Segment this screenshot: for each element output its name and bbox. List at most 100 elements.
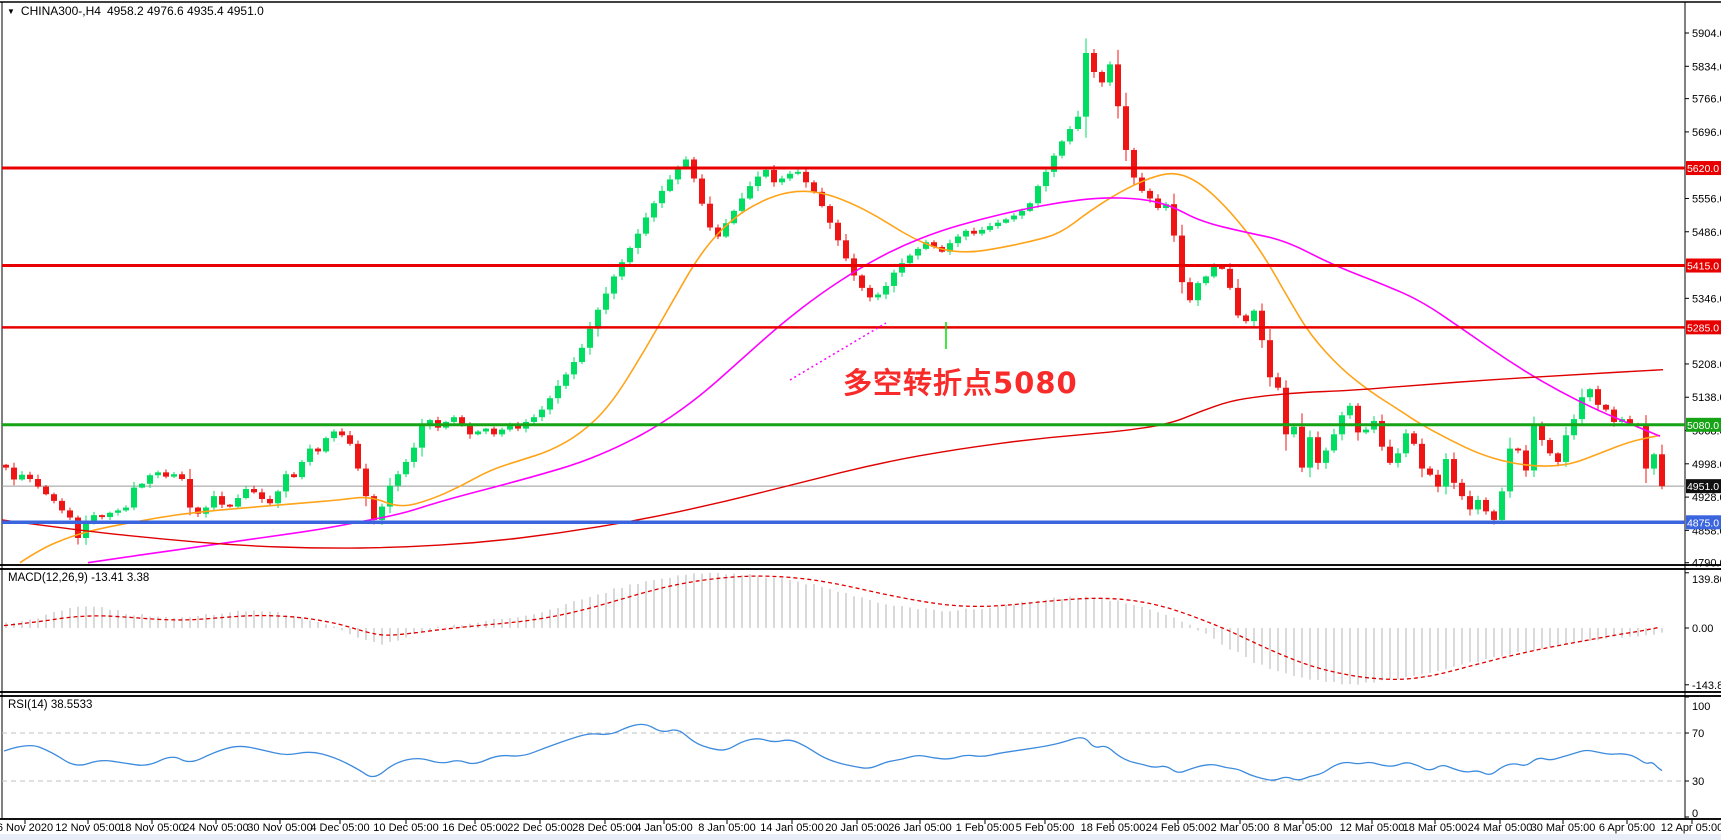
price-tick-label: 5486.0 xyxy=(1692,227,1721,239)
candle-body xyxy=(1267,340,1273,378)
candle-body xyxy=(35,479,41,487)
candle-body xyxy=(1059,141,1065,156)
candle-body xyxy=(1547,440,1553,454)
candle-body xyxy=(283,474,289,492)
candle-body xyxy=(683,159,689,168)
price-badge xyxy=(1686,515,1721,530)
candle-body xyxy=(1643,425,1649,469)
time-tick-label: 28 Dec 05:00 xyxy=(572,822,637,834)
candle-body xyxy=(1475,499,1481,510)
candle-body xyxy=(1227,268,1233,288)
candle-body xyxy=(1307,437,1313,468)
candle-body xyxy=(355,443,361,469)
candle-body xyxy=(307,448,313,462)
time-tick-label: 30 Mar 05:00 xyxy=(1531,822,1596,834)
rsi-tick-label: 100 xyxy=(1692,701,1710,713)
macd-tick-label: 139.86 xyxy=(1692,574,1721,586)
time-tick-label: 26 Jan 05:00 xyxy=(888,822,952,834)
candle-body xyxy=(739,198,745,211)
candle-body xyxy=(1195,283,1201,301)
macd-tick-label: 0.00 xyxy=(1692,623,1713,635)
candle-body xyxy=(1571,419,1577,436)
time-tick-label: 12 Apr 05:00 xyxy=(1661,822,1721,834)
time-tick-label: 18 Feb 05:00 xyxy=(1081,822,1146,834)
candle-body xyxy=(843,240,849,259)
candle-body xyxy=(1331,434,1337,451)
time-tick-label: 22 Dec 05:00 xyxy=(507,822,572,834)
candle-body xyxy=(99,515,105,518)
candle-body xyxy=(795,171,801,174)
time-tick-label: 8 Jan 05:00 xyxy=(698,822,756,834)
symbol-timeframe-label: CHINA300-,H4 xyxy=(20,4,101,18)
candle-body xyxy=(987,226,993,230)
candle-body xyxy=(603,293,609,310)
time-tick-label: 8 Mar 05:00 xyxy=(1274,822,1333,834)
candle-body xyxy=(1555,453,1561,462)
candle-body xyxy=(1259,310,1265,341)
candle-body xyxy=(1179,235,1185,283)
candle-body xyxy=(1211,266,1217,277)
candle-body xyxy=(1531,425,1537,471)
candle-body xyxy=(1347,405,1353,416)
candle-body xyxy=(43,486,49,495)
candle-body xyxy=(1091,52,1097,72)
candle-body xyxy=(1035,186,1041,204)
candle-body xyxy=(1283,387,1289,435)
horizontal-level-lines xyxy=(2,166,1685,525)
candle-body xyxy=(515,424,521,429)
candle-body xyxy=(1499,491,1505,520)
candle-body xyxy=(963,230,969,237)
candle-body xyxy=(1131,149,1137,178)
rsi-tick-label: 70 xyxy=(1692,728,1704,740)
panel-background xyxy=(2,570,1685,691)
candle-body xyxy=(763,169,769,177)
candle-body xyxy=(459,417,465,425)
candle-body xyxy=(179,474,185,480)
candle-body xyxy=(219,496,225,505)
candle-body xyxy=(827,206,833,223)
price-badge-label: 4951.0 xyxy=(1687,481,1719,493)
window-bottom-strip xyxy=(0,834,1721,840)
candle-body xyxy=(1251,310,1257,322)
time-tick-label: 12 Nov 05:00 xyxy=(55,822,120,834)
candle-body xyxy=(1587,389,1593,398)
candle-body xyxy=(291,474,297,478)
candle-body xyxy=(1147,190,1153,199)
candle-body xyxy=(531,417,537,422)
candle-body xyxy=(1043,171,1049,187)
candle-body xyxy=(83,520,89,538)
candle-body xyxy=(867,287,873,298)
candle-body xyxy=(507,424,513,430)
candle-body xyxy=(243,489,249,499)
candle-body xyxy=(555,385,561,399)
candle-body xyxy=(755,176,761,187)
price-tick-label: 5208.0 xyxy=(1692,359,1721,371)
candle-body xyxy=(995,222,1001,227)
candle-body xyxy=(1483,499,1489,512)
candle-body xyxy=(723,223,729,237)
panel-borders xyxy=(0,1,1721,820)
rsi-tick-label: 30 xyxy=(1692,776,1704,788)
candle-body xyxy=(299,461,305,478)
candle-body xyxy=(195,507,201,514)
candle-body xyxy=(331,431,337,439)
candle-body xyxy=(339,431,345,436)
candle-body xyxy=(1515,448,1521,451)
candle-body xyxy=(267,498,273,504)
candle-body xyxy=(771,169,777,183)
candle-body xyxy=(187,479,193,508)
ohlc-values: 4958.2 4976.6 4935.4 4951.0 xyxy=(106,4,264,18)
symbol-dropdown-icon[interactable]: ▼ xyxy=(7,6,15,16)
price-badge xyxy=(1686,161,1721,176)
time-tick-label: 20 Jan 05:00 xyxy=(825,822,889,834)
candle-body xyxy=(1139,177,1145,191)
candle-body xyxy=(1611,409,1617,422)
candle-body xyxy=(171,474,177,477)
candle-body xyxy=(931,242,937,247)
candle-body xyxy=(1291,426,1297,435)
candle-body xyxy=(747,186,753,199)
candle-body xyxy=(1163,204,1169,208)
candle-body xyxy=(451,417,457,422)
